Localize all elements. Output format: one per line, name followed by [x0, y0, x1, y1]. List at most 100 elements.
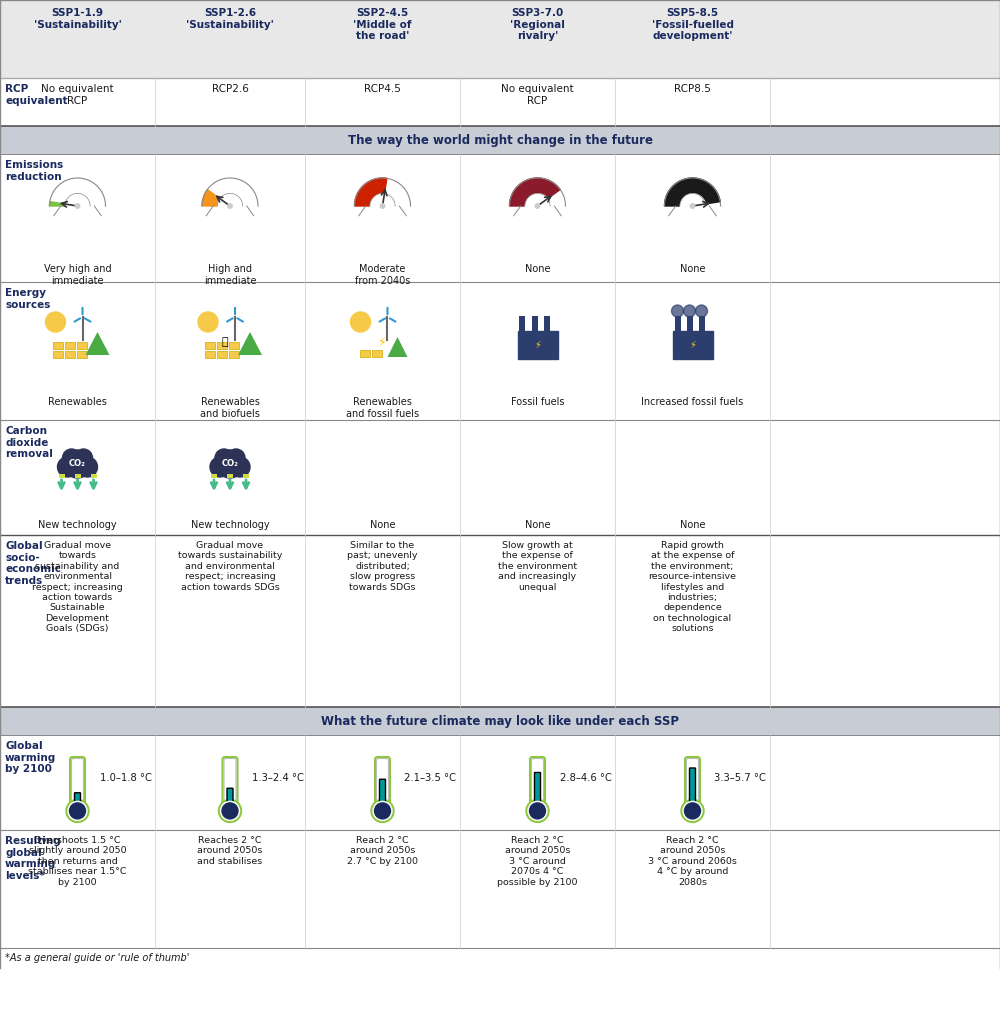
Text: New technology: New technology [38, 520, 117, 530]
Text: 2.8–4.6 °C: 2.8–4.6 °C [560, 773, 611, 783]
Text: Rapid growth
at the expense of
the environment;
resource-intensive
lifestyles an: Rapid growth at the expense of the envir… [649, 541, 737, 633]
Bar [211, 474, 217, 478]
Circle shape [681, 799, 704, 823]
Text: None: None [525, 264, 550, 274]
FancyBboxPatch shape [227, 789, 233, 805]
Text: High and
immediate: High and immediate [204, 264, 256, 286]
Bar [58, 474, 64, 478]
Bar [698, 316, 704, 331]
Polygon shape [86, 332, 110, 355]
Circle shape [198, 312, 218, 332]
FancyBboxPatch shape [0, 78, 1000, 126]
Bar [64, 351, 74, 358]
Text: None: None [680, 520, 705, 530]
Circle shape [380, 204, 385, 208]
Text: 2.1–3.5 °C: 2.1–3.5 °C [404, 773, 456, 783]
Text: Reaches 2 °C
around 2050s
and stabilises: Reaches 2 °C around 2050s and stabilises [197, 836, 263, 866]
Bar [217, 342, 227, 349]
Circle shape [218, 799, 242, 823]
Text: RCP
equivalent: RCP equivalent [5, 84, 68, 106]
Polygon shape [664, 178, 720, 206]
Circle shape [526, 799, 549, 823]
Polygon shape [354, 178, 387, 206]
Text: Very high and
immediate: Very high and immediate [44, 264, 111, 286]
Bar [672, 331, 712, 359]
Circle shape [70, 803, 86, 819]
FancyBboxPatch shape [687, 759, 699, 807]
Text: RCP8.5: RCP8.5 [674, 84, 711, 94]
Polygon shape [387, 337, 408, 357]
FancyBboxPatch shape [532, 759, 544, 807]
Text: Renewables: Renewables [48, 397, 107, 407]
FancyBboxPatch shape [224, 759, 236, 807]
Text: Emissions
reduction: Emissions reduction [5, 160, 63, 181]
Circle shape [63, 449, 81, 467]
FancyBboxPatch shape [0, 126, 1000, 154]
FancyBboxPatch shape [0, 830, 1000, 948]
Circle shape [672, 305, 684, 317]
Text: Carbon
dioxide
removal: Carbon dioxide removal [5, 426, 53, 460]
Polygon shape [238, 332, 262, 355]
Polygon shape [202, 189, 230, 206]
FancyBboxPatch shape [0, 282, 1000, 420]
Bar [74, 474, 80, 478]
Bar [205, 351, 215, 358]
Bar [532, 316, 538, 331]
Text: Fossil fuels: Fossil fuels [511, 397, 564, 407]
Circle shape [216, 450, 244, 478]
Circle shape [535, 204, 540, 208]
Circle shape [210, 457, 230, 477]
Text: None: None [525, 520, 550, 530]
FancyBboxPatch shape [0, 735, 1000, 830]
Text: None: None [680, 264, 705, 274]
Circle shape [374, 803, 390, 819]
Text: ⚡: ⚡ [534, 341, 541, 350]
Bar [372, 350, 382, 357]
Circle shape [227, 449, 245, 467]
Circle shape [528, 801, 547, 821]
Bar [674, 316, 680, 331]
Circle shape [66, 799, 89, 823]
Bar [360, 350, 370, 357]
Text: Renewables
and biofuels: Renewables and biofuels [200, 397, 260, 418]
Circle shape [696, 305, 708, 317]
Text: 1.0–1.8 °C: 1.0–1.8 °C [100, 773, 151, 783]
Bar [686, 316, 692, 331]
Bar [229, 351, 239, 358]
Text: Gradual move
towards sustainability
and environmental
respect; increasing
action: Gradual move towards sustainability and … [178, 541, 282, 592]
Bar [519, 316, 525, 331]
Text: No equivalent
RCP: No equivalent RCP [501, 84, 574, 106]
Circle shape [371, 799, 394, 823]
Circle shape [222, 803, 238, 819]
Bar [243, 474, 249, 478]
FancyBboxPatch shape [0, 0, 1000, 78]
Circle shape [530, 803, 546, 819]
Text: Energy
sources: Energy sources [5, 288, 50, 309]
Circle shape [684, 305, 696, 317]
Text: *As a general guide or 'rule of thumb': *As a general guide or 'rule of thumb' [5, 953, 189, 963]
FancyBboxPatch shape [376, 759, 388, 807]
Bar [229, 342, 239, 349]
Bar [217, 351, 227, 358]
Circle shape [685, 803, 701, 819]
Text: ⚡: ⚡ [378, 335, 387, 349]
Text: Slow growth at
the expense of
the environment
and increasingly
unequal: Slow growth at the expense of the enviro… [498, 541, 577, 592]
FancyBboxPatch shape [534, 772, 540, 805]
Text: Moderate
from 2040s: Moderate from 2040s [355, 264, 410, 286]
Text: 1.3–2.4 °C: 1.3–2.4 °C [252, 773, 304, 783]
Text: Reach 2 °C
around 2050s
2.7 °C by 2100: Reach 2 °C around 2050s 2.7 °C by 2100 [347, 836, 418, 866]
Text: Reach 2 °C
around 2050s
3 °C around
2070s 4 °C
possible by 2100: Reach 2 °C around 2050s 3 °C around 2070… [497, 836, 578, 887]
FancyBboxPatch shape [0, 0, 155, 78]
Bar [205, 342, 215, 349]
Bar [76, 351, 87, 358]
Text: CO₂: CO₂ [69, 460, 86, 469]
Text: SSP1-1.9
'Sustainability': SSP1-1.9 'Sustainability' [34, 8, 121, 30]
Circle shape [230, 457, 250, 477]
Circle shape [690, 204, 695, 208]
Text: New technology: New technology [191, 520, 269, 530]
FancyBboxPatch shape [690, 768, 696, 805]
FancyBboxPatch shape [0, 707, 1000, 735]
Circle shape [46, 312, 66, 332]
Text: No equivalent
RCP: No equivalent RCP [41, 84, 114, 106]
Circle shape [215, 449, 233, 467]
